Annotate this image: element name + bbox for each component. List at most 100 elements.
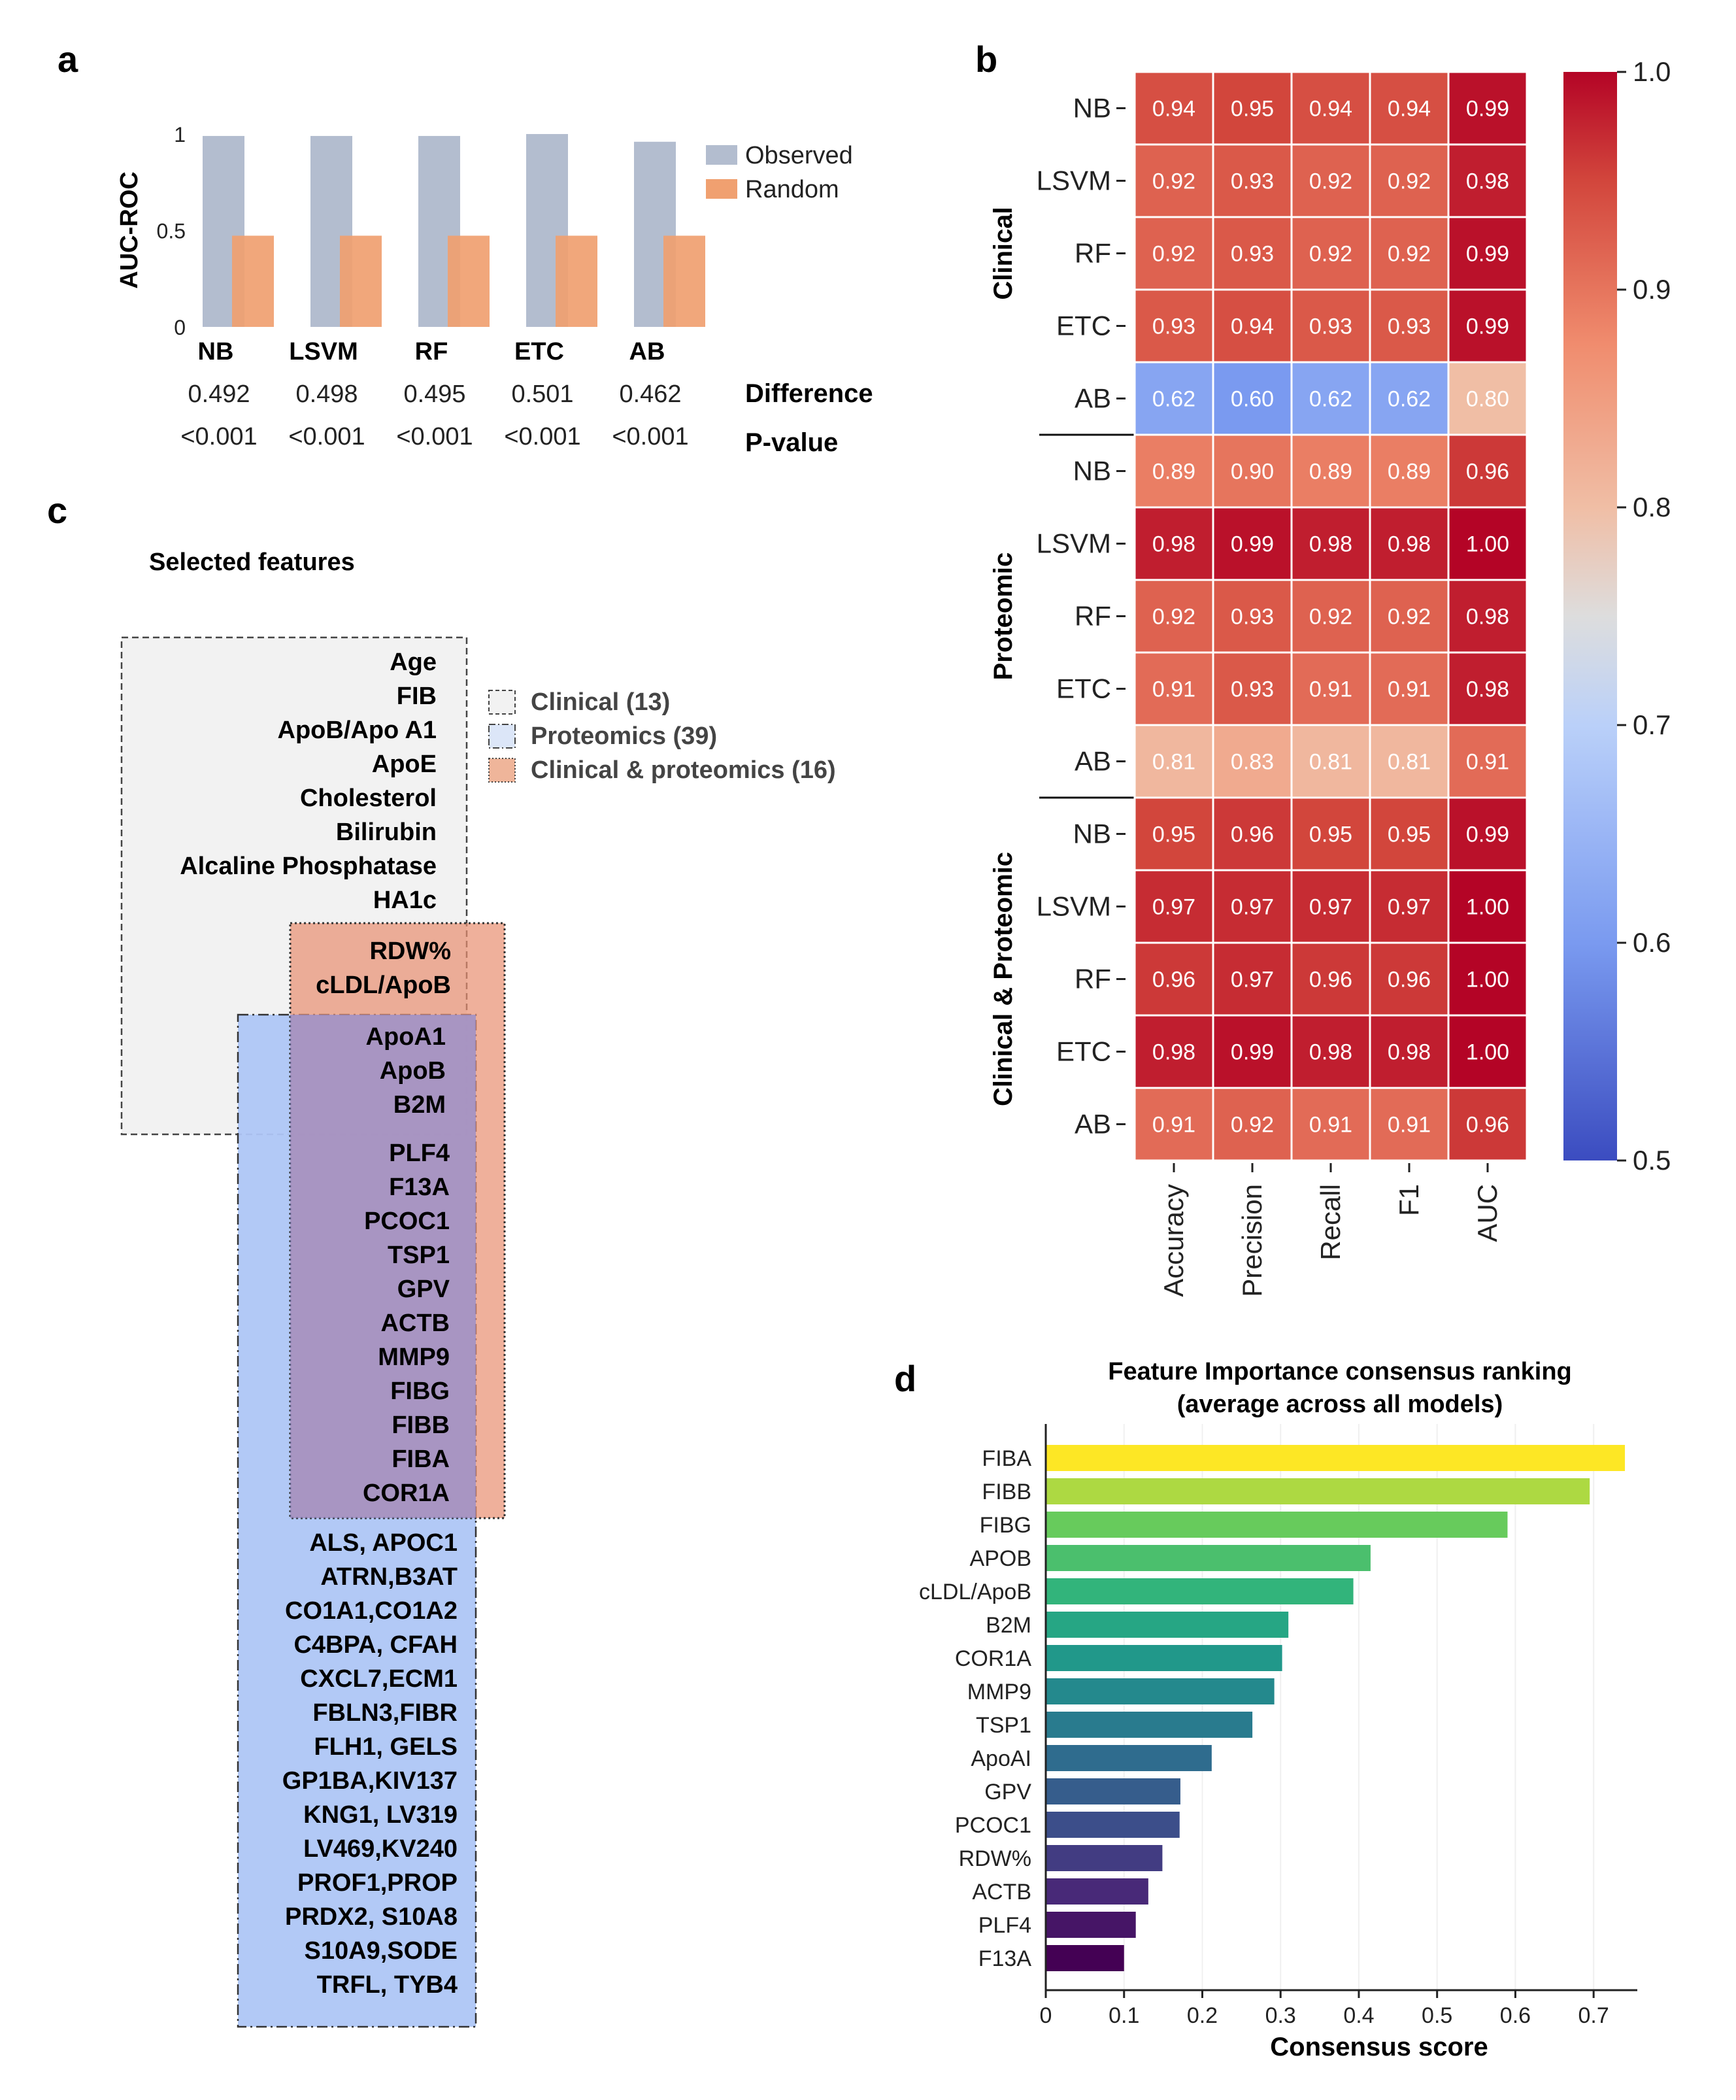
cell-label: 0.93 [1231, 605, 1274, 630]
cell-label: 0.99 [1231, 1040, 1274, 1065]
cell-label: 0.62 [1388, 387, 1431, 412]
cell-label: 0.81 [1309, 750, 1352, 775]
bar-label: PLF4 [978, 1913, 1031, 1938]
cell-label: 0.98 [1152, 1040, 1195, 1065]
cell-label: 0.80 [1466, 387, 1509, 412]
heatmap-cell [1290, 143, 1371, 218]
cell-label: 0.93 [1152, 314, 1195, 339]
cell-label: 0.92 [1152, 242, 1195, 267]
heatmap-cell [1447, 651, 1528, 726]
bar-label: TSP1 [976, 1713, 1031, 1738]
y-tick-label: 0 [174, 316, 186, 339]
x-tick-label: 0.1 [1109, 2003, 1139, 2028]
pvalue-value: <0.001 [396, 423, 473, 450]
x-tick-label: 0.5 [1422, 2003, 1452, 2028]
heatmap-cell [1447, 1014, 1528, 1089]
heatmap-cell [1290, 724, 1371, 799]
feature-proteomics: ALS, APOC1 [309, 1529, 458, 1557]
col-label: Recall [1315, 1184, 1346, 1261]
x-tick-label: 0.6 [1500, 2003, 1531, 2028]
heatmap-cell [1447, 1087, 1528, 1162]
x-tick-label: 0.2 [1187, 2003, 1218, 2028]
legend-swatch [488, 724, 516, 749]
x-tick-label: 0.4 [1343, 2003, 1374, 2028]
heatmap-cell [1212, 724, 1293, 799]
feature-proteomics: FLH1, GELS [314, 1733, 458, 1761]
cell-label: 0.90 [1231, 460, 1274, 484]
row-label: LSVM [1037, 165, 1111, 196]
heatmap-cell [1133, 143, 1214, 218]
cell-label: 0.94 [1231, 314, 1274, 339]
row-label: AB [1075, 1109, 1111, 1140]
colorbar-tick-label: 0.9 [1633, 274, 1671, 305]
legend-swatch [488, 758, 516, 783]
cell-label: 0.94 [1309, 97, 1352, 122]
cell-label: 0.97 [1309, 895, 1352, 920]
bar-random [448, 235, 490, 327]
row-label: NB [1073, 819, 1111, 849]
heatmap-cell [1369, 143, 1450, 218]
heatmap-cell [1133, 579, 1214, 654]
cell-label: 0.91 [1388, 677, 1431, 702]
group-label: Clinical [989, 207, 1018, 299]
cell-label: 0.98 [1152, 532, 1195, 557]
heatmap-cell [1447, 796, 1528, 872]
cell-label: 0.95 [1152, 822, 1195, 847]
feature-bar [1046, 1878, 1148, 1905]
cell-label: 0.96 [1231, 822, 1274, 847]
cell-label: 0.89 [1388, 460, 1431, 484]
cell-label: 0.97 [1388, 895, 1431, 920]
cell-label: 0.95 [1231, 97, 1274, 122]
legend-label: Observed [745, 142, 853, 169]
legend-swatch [706, 179, 737, 199]
heatmap-cell [1447, 288, 1528, 364]
row-label: RF [1075, 601, 1111, 632]
feature-bar [1046, 1745, 1212, 1771]
colorbar-tick-label: 0.8 [1633, 492, 1671, 522]
heatmap-cell [1369, 433, 1450, 509]
col-label: AUC [1472, 1184, 1503, 1242]
legend-label: Clinical (13) [531, 688, 670, 716]
feature-bar [1046, 1645, 1282, 1671]
heatmap-cell [1369, 796, 1450, 872]
cell-label: 0.81 [1152, 750, 1195, 775]
x-tick-label: NB [198, 338, 234, 365]
panel-a-chart: AUC-ROC 0 0.5 1 NB 0.492 <0.001 LSVM 0.498 <0.001… [116, 123, 873, 457]
col-label: F1 [1394, 1184, 1424, 1216]
x-tick-label: ETC [514, 338, 564, 365]
cell-label: 0.92 [1152, 169, 1195, 194]
y-tick-label: 1 [174, 123, 186, 146]
heatmap-cell [1133, 796, 1214, 872]
chart-subtitle: (average across all models) [1177, 1391, 1503, 1418]
feature-proteomics-combined: FIBG [390, 1378, 450, 1405]
heatmap-cell [1212, 1014, 1293, 1089]
heatmap-cell [1447, 506, 1528, 581]
cell-label: 0.93 [1231, 169, 1274, 194]
row-label: NB [1073, 93, 1111, 124]
row-label: RF [1075, 964, 1111, 994]
cell-label: 0.81 [1388, 750, 1431, 775]
heatmap-cell [1369, 869, 1450, 944]
heatmap-cell [1447, 216, 1528, 291]
panel-d-chart: Feature Importance consensus ranking (ave… [919, 1358, 1637, 2061]
feature-proteomics-combined: TSP1 [388, 1242, 450, 1269]
difference-row-label: Difference [745, 379, 873, 408]
cell-label: 1.00 [1466, 1040, 1509, 1065]
bar-label: PCOC1 [955, 1813, 1031, 1838]
feature-clinical: FIB [397, 683, 437, 710]
x-tick-label: 0 [1040, 2003, 1052, 2028]
feature-proteomics: TRFL, TYB4 [317, 1971, 458, 1999]
heatmap-cell [1212, 216, 1293, 291]
cell-label: 0.93 [1309, 314, 1352, 339]
cell-label: 0.62 [1152, 387, 1195, 412]
heatmap-cell [1212, 143, 1293, 218]
cell-label: 0.89 [1309, 460, 1352, 484]
feature-proteomics: C4BPA, CFAH [293, 1631, 458, 1659]
row-label: ETC [1056, 673, 1111, 704]
panel-label-a: a [58, 39, 78, 80]
cell-label: 0.91 [1388, 1113, 1431, 1138]
cell-label: 0.92 [1388, 242, 1431, 267]
colorbar [1563, 72, 1617, 1160]
cell-label: 0.96 [1466, 460, 1509, 484]
